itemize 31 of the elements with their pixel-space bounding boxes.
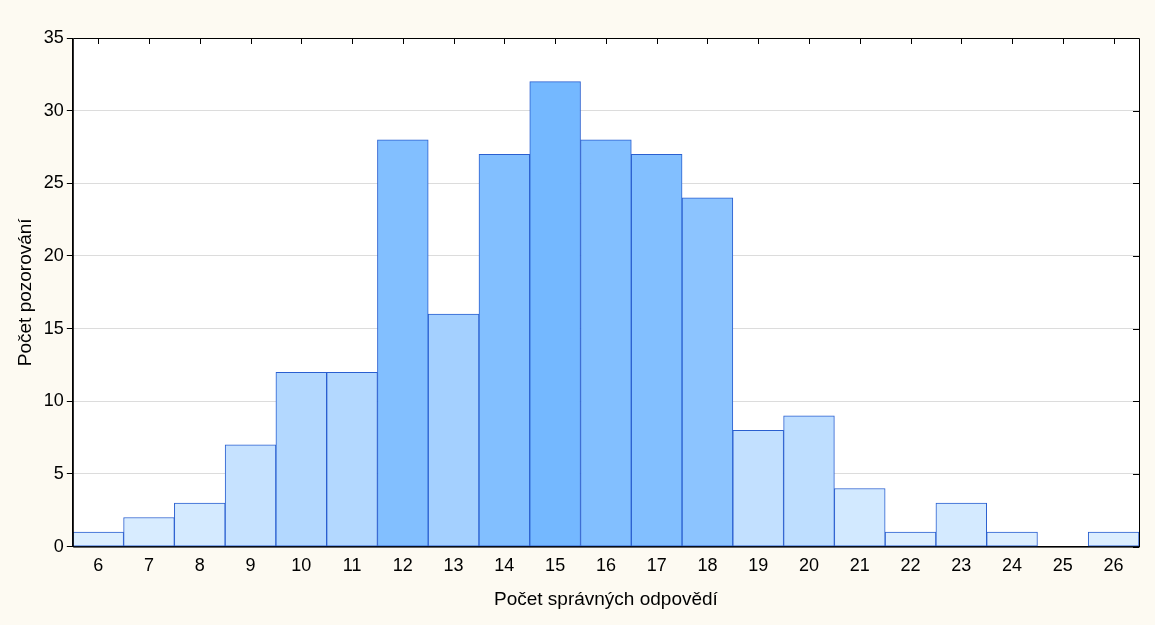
- x-tick-label: 16: [595, 555, 616, 576]
- y-tick-label: 5: [53, 462, 64, 483]
- y-tick-label: 15: [43, 317, 64, 338]
- x-tick-label: 22: [900, 555, 921, 576]
- y-tick-label: 0: [53, 535, 64, 556]
- y-tick-label: 10: [43, 390, 64, 411]
- x-tick-label: 9: [245, 555, 256, 576]
- x-tick-label: 26: [1103, 555, 1124, 576]
- x-tick-label: 12: [392, 555, 413, 576]
- x-tick-label: 19: [748, 555, 769, 576]
- x-tick-label: 14: [494, 555, 515, 576]
- x-tick-label: 11: [342, 555, 362, 576]
- x-tick-label: 20: [798, 555, 820, 576]
- x-tick-label: 23: [951, 555, 972, 576]
- y-axis-title: Počet pozorování: [13, 217, 35, 367]
- y-tick-label: 25: [43, 172, 64, 193]
- y-tick-label: 20: [43, 244, 64, 265]
- x-tick-label: 13: [443, 555, 464, 576]
- y-tick-label: 35: [43, 26, 64, 47]
- x-axis-title: Počet správných odpovědí: [493, 587, 719, 609]
- x-tick-label: 15: [545, 555, 566, 576]
- x-tick-label: 10: [291, 555, 312, 576]
- x-tick-label: 24: [1002, 555, 1023, 576]
- x-tick-label: 18: [697, 555, 718, 576]
- x-tick-label: 7: [143, 555, 154, 576]
- x-tick-label: 21: [849, 555, 870, 576]
- x-tick-label: 6: [93, 555, 104, 576]
- x-tick-label: 8: [194, 555, 205, 576]
- x-tick-label: 25: [1052, 555, 1073, 576]
- y-tick-label: 30: [43, 99, 64, 120]
- x-tick-label: 17: [646, 555, 667, 576]
